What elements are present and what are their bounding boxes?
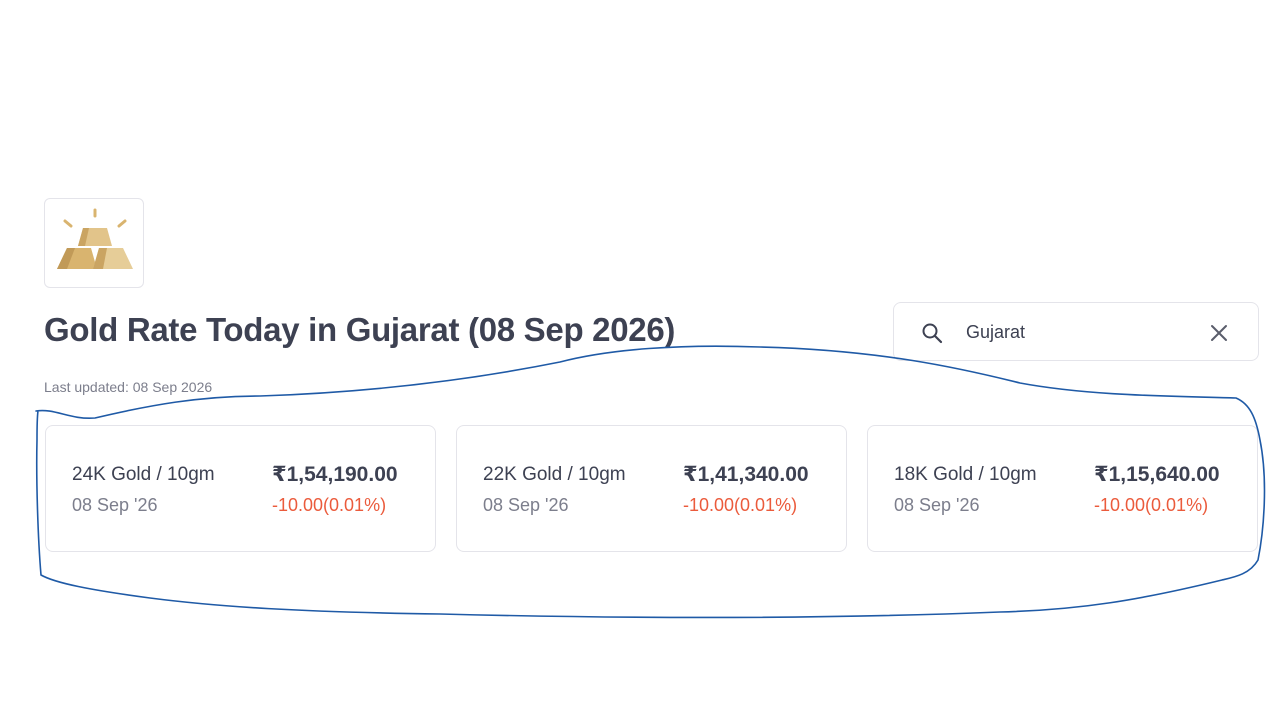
card-change: -10.00(0.01%): [1094, 495, 1209, 515]
last-updated-text: Last updated: 08 Sep 2026: [44, 379, 213, 395]
card-label: 22K Gold / 10gm: [483, 464, 626, 485]
page-title: Gold Rate Today in Gujarat (08 Sep 2026): [44, 311, 676, 348]
card-price: ₹1,15,640.00: [1094, 463, 1220, 486]
card-date: 08 Sep '26: [894, 495, 980, 515]
card-label: 18K Gold / 10gm: [894, 464, 1037, 485]
rate-card-22k[interactable]: 22K Gold / 10gm 08 Sep '26 ₹1,41,340.00 …: [456, 425, 847, 552]
card-date: 08 Sep '26: [483, 495, 569, 515]
rate-card-24k[interactable]: 24K Gold / 10gm 08 Sep '26 ₹1,54,190.00 …: [45, 425, 436, 552]
gold-bars-icon: [57, 208, 133, 269]
search-input[interactable]: [966, 319, 1186, 345]
card-label: 24K Gold / 10gm: [72, 464, 215, 485]
search-box[interactable]: [893, 302, 1259, 361]
card-price: ₹1,41,340.00: [683, 463, 809, 486]
gold-logo: [44, 198, 144, 288]
card-date: 08 Sep '26: [72, 495, 158, 515]
card-change: -10.00(0.01%): [272, 495, 387, 515]
rate-card-18k[interactable]: 18K Gold / 10gm 08 Sep '26 ₹1,15,640.00 …: [867, 425, 1258, 552]
close-icon[interactable]: [1208, 322, 1230, 344]
search-icon: [922, 323, 943, 344]
card-price: ₹1,54,190.00: [272, 463, 398, 486]
card-change: -10.00(0.01%): [683, 495, 798, 515]
